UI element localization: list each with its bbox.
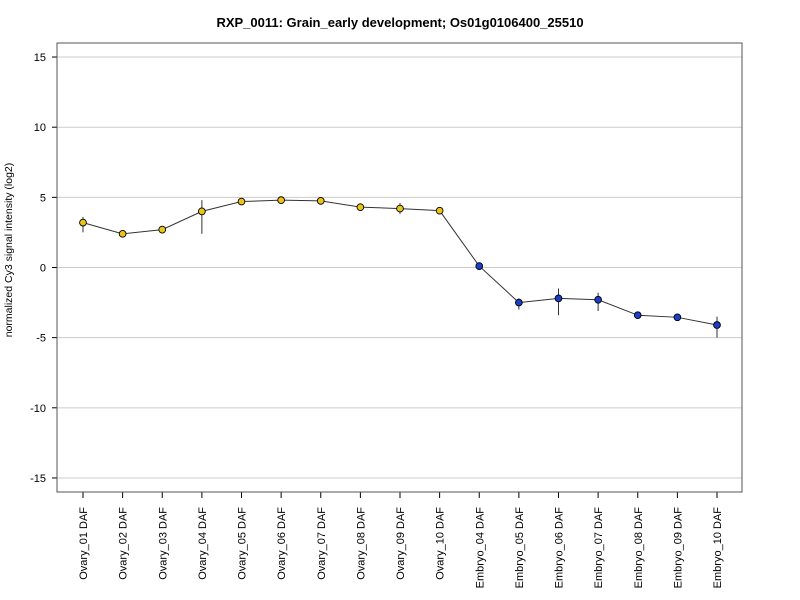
data-point [277,196,285,205]
y-tick-label: 0 [40,263,46,275]
data-point [396,204,404,213]
data-point [515,298,523,307]
x-tick-label: Ovary_03 DAF [157,507,169,580]
data-point [316,197,325,205]
x-tick-label: Embryo_04 DAF [474,507,486,589]
grid-lines [57,56,742,479]
data-point [475,262,484,270]
y-tick-label: 5 [40,192,46,204]
data-point [673,313,682,322]
x-tick-label: Embryo_10 DAF [712,507,724,589]
x-tick-label: Ovary_02 DAF [118,507,130,580]
data-point [118,229,127,238]
data-point [713,321,721,329]
axes: -15 -10 -5 0 5 10 15 Ovary_01 DAF Ovary_02 DAF Ov… [30,52,724,588]
data-point [633,311,642,320]
x-tick-label: Ovary_01 DAF [78,507,90,580]
x-tick-label: Embryo_05 DAF [514,507,526,589]
x-tick-label: Ovary_08 DAF [355,507,367,580]
y-tick-label: -10 [30,403,46,415]
y-tick-label: 15 [34,52,46,64]
x-tick-label: Ovary_09 DAF [395,507,407,580]
y-tick-label: -15 [30,473,46,485]
data-point [198,207,206,216]
y-tick-label: 10 [34,122,46,134]
data-point [158,225,167,234]
y-tick-label: -5 [36,333,46,345]
data-point [594,295,602,304]
x-tick-label: Ovary_06 DAF [276,507,288,580]
data-point [435,206,444,215]
x-tick-label: Embryo_07 DAF [593,507,605,589]
data-point [554,294,563,303]
x-tick-label: Embryo_08 DAF [633,507,645,589]
plot-frame [56,42,743,493]
data-point [356,203,365,212]
x-tick-label: Ovary_04 DAF [197,507,209,580]
x-tick-label: Ovary_05 DAF [237,507,249,580]
x-tick-label: Ovary_07 DAF [316,507,328,580]
series [79,196,721,338]
x-tick-label: Embryo_06 DAF [554,507,566,589]
x-tick-label: Ovary_10 DAF [435,507,447,580]
y-axis-label: normalized Cy3 signal intensity (log2) [3,163,15,338]
series-line [82,199,718,326]
chart-title: RXP_0011: Grain_early development; Os01g… [216,15,583,30]
data-point [79,218,87,227]
data-point [237,197,246,206]
x-tick-label: Embryo_09 DAF [672,507,684,589]
